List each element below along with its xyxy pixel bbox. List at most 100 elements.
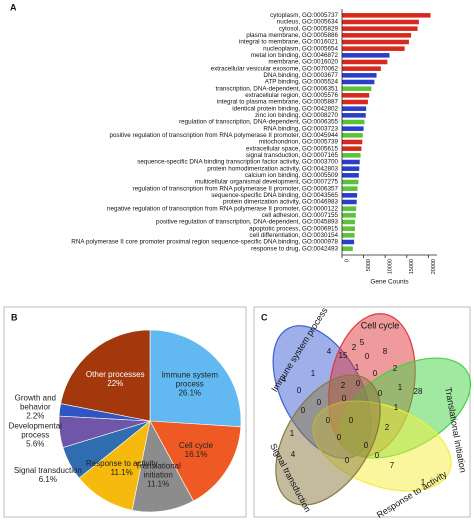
venn-count: 0 xyxy=(373,369,378,378)
bar xyxy=(342,19,419,25)
x-tick-label: 20000 xyxy=(431,259,437,274)
bar xyxy=(342,26,418,31)
venn-count: 2 xyxy=(393,364,398,373)
category-label: nucleus, GO:0005634 xyxy=(277,19,339,26)
bar xyxy=(342,106,367,111)
category-label: extracellular vesicular exosome, GO:0070… xyxy=(211,65,339,72)
venn-count: 4 xyxy=(327,347,332,356)
category-label: regulation of transcription, DNA-depende… xyxy=(179,119,338,126)
pie-slice xyxy=(149,329,242,428)
slice-label: Developmental process 5.6% xyxy=(0,421,72,448)
panel-label: B xyxy=(11,312,18,322)
category-label: nucleoplasm, GO:0005654 xyxy=(263,45,338,52)
venn-count: 0 xyxy=(378,389,383,398)
venn-count: 2 xyxy=(385,423,390,432)
bar xyxy=(342,99,368,105)
category-label: protein dimerization activity, GO:004698… xyxy=(223,199,339,206)
slice-name: Cell cycle xyxy=(178,441,214,451)
panel-label: A xyxy=(10,2,17,12)
bar xyxy=(342,146,362,151)
category-label: plasma membrane, GO:0005886 xyxy=(246,32,338,39)
venn-count: 5 xyxy=(360,338,365,347)
venn-count: 1 xyxy=(290,429,295,438)
venn-count: 0 xyxy=(364,441,369,450)
bar xyxy=(342,199,357,205)
category-label: cytosol, GO:0005829 xyxy=(279,25,339,32)
slice-value: 2.2% xyxy=(26,411,45,421)
slice-label: Response to activity 11.1% xyxy=(85,459,159,477)
slice-label: Other processes 22% xyxy=(78,370,152,388)
slice-value: 5.6% xyxy=(26,439,45,449)
slice-name: Developmental process xyxy=(8,421,62,440)
bar xyxy=(342,73,377,78)
venn-set-label: Cell cycle xyxy=(361,320,400,330)
category-label: positive regulation of transcription fro… xyxy=(109,132,338,139)
category-label: negative regulation of transcription fro… xyxy=(107,205,339,212)
venn-count: 15 xyxy=(339,351,348,360)
bar xyxy=(342,173,359,178)
slice-value: 22% xyxy=(107,378,124,388)
bar xyxy=(342,206,357,211)
slice-label: Translational initiation 11.1% xyxy=(121,461,195,488)
venn-count: 1 xyxy=(355,363,360,372)
bar xyxy=(342,179,359,185)
category-label: RNA binding, GO:0003723 xyxy=(263,125,338,132)
bar xyxy=(342,59,388,65)
x-tick-label: 0 xyxy=(344,259,350,262)
bar xyxy=(342,186,358,191)
category-label: metal ion binding, GO:0046872 xyxy=(251,52,339,59)
category-label: integral to plasma membrane, GO:0005887 xyxy=(217,99,339,106)
slice-label: Growth and behavior 2.2% xyxy=(0,393,72,420)
category-label: mitochondrion, GO:0005739 xyxy=(259,139,339,146)
bar xyxy=(342,33,412,38)
venn xyxy=(272,313,472,506)
venn-count: 1 xyxy=(394,403,399,412)
category-label: positive regulation of transcription, DN… xyxy=(156,219,339,226)
bar xyxy=(342,86,372,91)
slice-name: Signal transduction xyxy=(13,466,82,476)
slice-value: 11.1% xyxy=(110,467,133,477)
venn-set xyxy=(275,374,381,506)
panel-frame xyxy=(253,306,471,518)
category-label: cytoplasm, GO:0005737 xyxy=(270,12,338,19)
bar xyxy=(342,193,358,198)
venn-count: 0 xyxy=(345,456,350,465)
bar xyxy=(342,246,353,251)
slice-name: Immune system process xyxy=(161,370,219,389)
x-axis-title: Gene Counts xyxy=(370,279,409,286)
bar xyxy=(342,219,355,225)
slice-value: 26.1% xyxy=(178,388,202,398)
venn-count: 0 xyxy=(297,386,302,395)
slice-name: Other processes xyxy=(85,369,145,379)
bar xyxy=(342,79,375,85)
bar xyxy=(342,133,363,138)
bar xyxy=(342,159,360,165)
bar xyxy=(342,13,431,18)
venn-count: 0 xyxy=(349,416,354,425)
venn-count: 0 xyxy=(365,352,370,361)
venn-count: 1 xyxy=(421,478,426,487)
panel-label: C xyxy=(261,312,268,322)
venn-count: 0 xyxy=(342,394,347,403)
slice-name: Response to activity xyxy=(85,458,158,468)
slice-name: Translational initiation xyxy=(135,461,181,480)
category-label: cell adhesion, GO:0007155 xyxy=(262,212,339,219)
category-label: protein homodimerization activity, GO:00… xyxy=(207,165,338,172)
venn-count: 2 xyxy=(352,343,357,352)
x-tick-label: 10000 xyxy=(388,259,394,274)
panel-frame xyxy=(3,306,247,518)
category-label: integral to membrane, GO:0016021 xyxy=(239,39,339,46)
category-label: ATP binding, GO:0005524 xyxy=(265,79,339,86)
category-label: RNA polymerase II core promoter proximal… xyxy=(71,239,338,246)
bar xyxy=(342,153,361,158)
category-label: sequence-specific DNA binding transcript… xyxy=(137,159,338,166)
venn-count: 0 xyxy=(356,379,361,388)
category-label: signal transduction, GO:0007165 xyxy=(246,152,339,159)
venn-count: 1 xyxy=(398,383,403,392)
bar xyxy=(342,139,363,145)
bar xyxy=(342,46,405,51)
venn-count: 28 xyxy=(414,387,423,396)
venn-count: 0 xyxy=(317,398,322,407)
